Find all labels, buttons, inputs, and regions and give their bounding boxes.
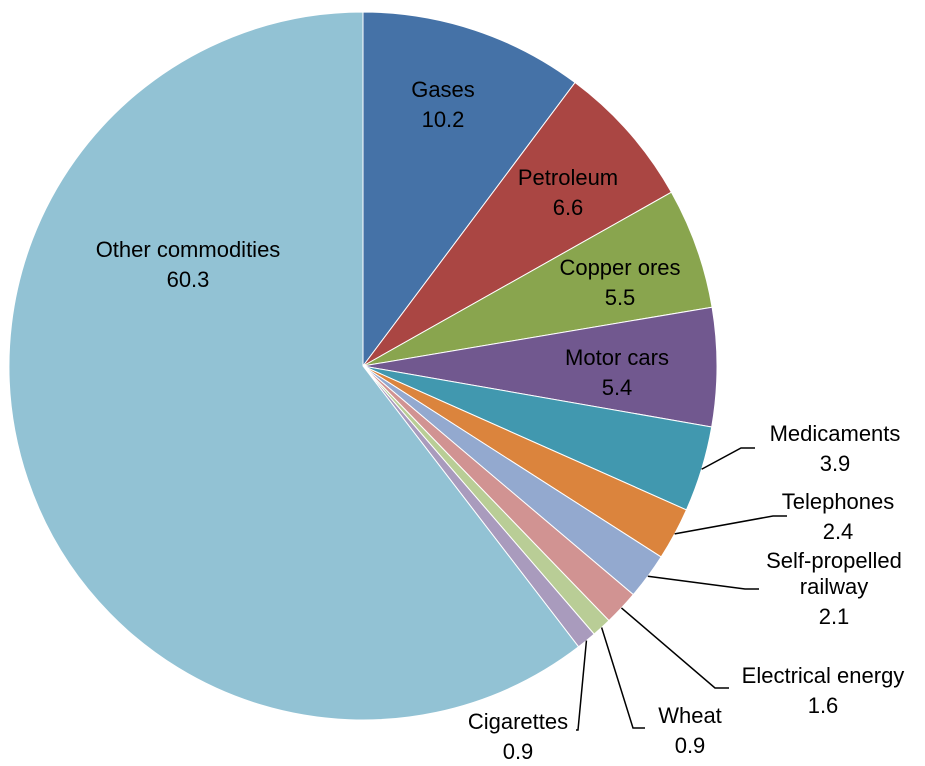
- leader-medicaments: [701, 447, 755, 470]
- label-wheat: Wheat: [658, 703, 722, 728]
- value-self-propelled-railway: 2.1: [819, 604, 850, 629]
- leader-lines: [576, 447, 787, 731]
- value-medicaments: 3.9: [820, 451, 851, 476]
- value-motor-cars: 5.4: [602, 375, 633, 400]
- leader-self-propelled-railway: [647, 575, 759, 590]
- slice-other-commodities: [8, 11, 580, 721]
- label-gases: Gases: [411, 77, 475, 102]
- label-copper-ores: Copper ores: [559, 255, 680, 280]
- leader-wheat: [600, 627, 645, 729]
- leader-electrical-energy: [620, 607, 729, 689]
- slice-gases: [362, 11, 576, 368]
- slice-petroleum: [362, 81, 673, 367]
- pie-slices: [8, 11, 718, 721]
- value-electrical-energy: 1.6: [808, 693, 839, 718]
- value-other-commodities: 60.3: [167, 267, 210, 292]
- value-petroleum: 6.6: [553, 195, 584, 220]
- value-telephones: 2.4: [823, 519, 854, 544]
- value-wheat: 0.9: [675, 733, 706, 758]
- label-cigarettes: Cigarettes: [468, 709, 568, 734]
- value-cigarettes: 0.9: [503, 739, 534, 764]
- label-motor-cars: Motor cars: [565, 345, 669, 370]
- label-telephones: Telephones: [782, 489, 895, 514]
- leader-telephones: [674, 515, 787, 535]
- leader-cigarettes: [576, 640, 588, 731]
- value-copper-ores: 5.5: [605, 285, 636, 310]
- label-self-propelled-railway-line-1: Self-propelled: [766, 548, 902, 573]
- label-petroleum: Petroleum: [518, 165, 618, 190]
- label-medicaments: Medicaments: [770, 421, 901, 446]
- label-self-propelled-railway-line-2: railway: [800, 574, 868, 599]
- label-other-commodities: Other commodities: [96, 237, 281, 262]
- value-gases: 10.2: [422, 107, 465, 132]
- label-electrical-energy: Electrical energy: [742, 663, 905, 688]
- slice-labels: Gases 10.2 Petroleum 6.6 Copper ores 5.5 Motor…: [96, 77, 905, 764]
